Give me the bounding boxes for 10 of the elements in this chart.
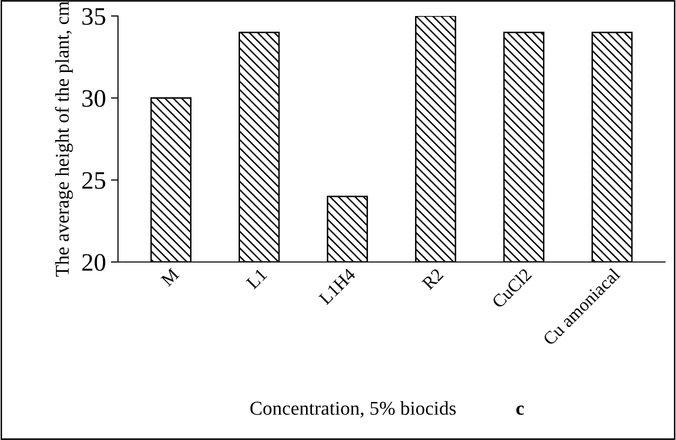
x-tick-label: M [160, 268, 180, 287]
y-tick-label: 20 [82, 254, 106, 271]
x-axis-title: Concentration, 5% biocids [250, 401, 456, 418]
y-axis-title: The average height of the plant, cm [54, 1, 73, 277]
y-tick-label: 30 [82, 90, 106, 107]
text: c [516, 406, 524, 415]
y-tick-label: 25 [82, 172, 106, 189]
y-tick-label: 35 [82, 8, 106, 25]
x-tick-label: R2 [421, 268, 444, 290]
x-tick-label: L1 [246, 268, 268, 290]
